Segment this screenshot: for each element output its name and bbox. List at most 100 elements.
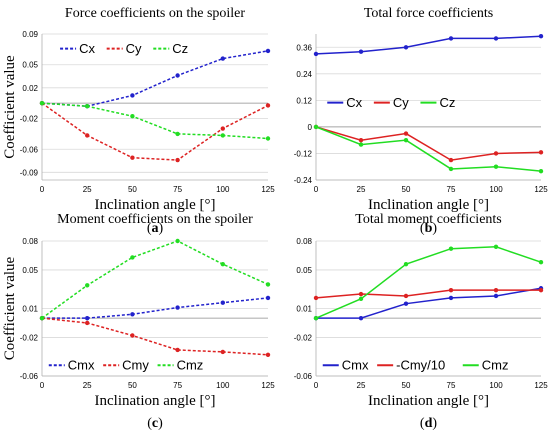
data-point-cmx xyxy=(448,295,454,301)
data-point-cmz xyxy=(538,260,544,265)
y-tick-label: 0.02 xyxy=(22,84,38,93)
x-tick-label: 25 xyxy=(357,381,366,390)
data-point-cx xyxy=(448,36,454,41)
x-tick-label: 50 xyxy=(128,381,137,390)
series-line-cmy xyxy=(41,317,269,356)
data-point-cmy10 xyxy=(403,293,409,299)
series-line-cz xyxy=(315,126,542,172)
data-point-cmy xyxy=(220,349,225,355)
data-point-cmz xyxy=(85,283,90,288)
data-point-cmx xyxy=(130,312,135,317)
data-point-cz xyxy=(493,164,499,169)
data-point-cz xyxy=(538,168,544,174)
data-point-cmy10 xyxy=(538,287,544,293)
data-point-cy xyxy=(403,131,409,136)
data-point-cx xyxy=(538,34,544,39)
y-tick-label: -0.06 xyxy=(20,145,39,154)
x-tick-label: 125 xyxy=(534,381,548,390)
panel-label: (d) xyxy=(420,416,437,431)
data-point-cy xyxy=(493,151,499,156)
series-line-cmy10 xyxy=(315,289,541,299)
x-tick-label: 75 xyxy=(447,381,456,390)
chart-title: Force coefficients on the spoiler xyxy=(65,6,245,21)
data-point-cz xyxy=(130,114,135,119)
chart-title: Total force coefficients xyxy=(364,6,493,21)
data-point-cy xyxy=(538,150,544,155)
x-tick-label: 100 xyxy=(489,381,503,390)
data-point-cmy xyxy=(130,333,135,338)
y-tick-label: -0.06 xyxy=(294,372,313,381)
legend-label-cx: Cx xyxy=(346,95,362,110)
data-point-cx xyxy=(493,36,499,41)
y-tick-label: -0.09 xyxy=(20,168,39,177)
data-point-cmx xyxy=(220,300,225,305)
y-tick-label: -0.02 xyxy=(294,333,313,342)
data-point-cmz xyxy=(403,261,409,267)
x-axis-label: Inclination angle [°] xyxy=(368,393,489,409)
x-tick-label: 125 xyxy=(261,185,275,194)
data-point-cy xyxy=(358,137,364,143)
data-point-cmz xyxy=(265,282,271,287)
data-point-cz xyxy=(448,166,454,172)
data-point-cmx xyxy=(493,293,499,299)
data-point-cx xyxy=(358,49,364,54)
x-axis-label: Inclination angle [°] xyxy=(368,197,489,213)
data-point-cx xyxy=(175,73,180,78)
data-point-cmy xyxy=(265,352,271,357)
y-tick-label: 0.01 xyxy=(296,305,312,314)
x-tick-label: 0 xyxy=(314,381,319,390)
y-tick-label: 0 xyxy=(308,123,313,132)
chart-panel-2: Total force coefficients0.360.240.120-0.… xyxy=(294,6,548,236)
data-point-cmy10 xyxy=(493,287,499,293)
data-point-cmz xyxy=(175,238,180,244)
series-line-cmx xyxy=(42,297,269,319)
chart-title: Total moment coefficients xyxy=(355,212,502,227)
y-tick-label: 0.08 xyxy=(296,237,312,246)
chart-panel-3: Moment coefficients on the spoiler 0.08 0.… xyxy=(2,212,275,431)
y-tick-label: 0.09 xyxy=(22,30,38,39)
series-line-cmz xyxy=(41,240,269,319)
panel-label: (b) xyxy=(420,221,437,236)
x-tick-label: 75 xyxy=(173,381,182,390)
data-point-cmz xyxy=(39,315,45,321)
data-point-cmz xyxy=(493,244,499,249)
series-line-cx xyxy=(315,35,542,55)
data-point-cz xyxy=(265,136,271,141)
y-tick-label: -0.02 xyxy=(20,333,39,342)
data-point-cx xyxy=(220,56,225,61)
legend-label-cmx: Cmx xyxy=(342,358,369,373)
data-point-cmz xyxy=(448,246,454,251)
data-point-cz xyxy=(39,100,45,106)
series-line-cmx xyxy=(316,287,542,319)
x-tick-label: 50 xyxy=(402,185,411,194)
x-tick-label: 100 xyxy=(216,381,230,390)
data-point-cz xyxy=(85,104,90,109)
data-point-cy xyxy=(175,157,180,163)
y-tick-label: -0.24 xyxy=(294,176,313,185)
data-point-cmz xyxy=(220,261,225,267)
y-tick-label: 0.08 xyxy=(22,237,38,246)
data-point-cmx xyxy=(175,305,180,310)
panel-label: (a) xyxy=(147,221,164,236)
data-point-cmz xyxy=(313,315,319,321)
legend-label-cy: Cy xyxy=(126,41,142,56)
legend-label-cmz: Cmz xyxy=(177,358,204,373)
legend-label-cz: Cz xyxy=(172,41,188,56)
data-point-cz xyxy=(175,131,180,137)
data-point-cmx xyxy=(265,295,271,301)
series-line-cx xyxy=(41,50,269,107)
data-point-cmz xyxy=(130,255,135,260)
x-tick-label: 100 xyxy=(489,185,503,194)
x-tick-label: 0 xyxy=(40,381,45,390)
data-point-cz xyxy=(358,142,364,147)
x-tick-label: 125 xyxy=(261,381,275,390)
series-line-cz xyxy=(41,102,269,140)
x-tick-label: 50 xyxy=(128,185,137,194)
x-tick-label: 125 xyxy=(534,185,548,194)
y-tick-label: 0.24 xyxy=(296,70,312,79)
data-point-cx xyxy=(130,93,135,98)
panel-label: (c) xyxy=(147,416,163,431)
y-axis-label: Coefficient value xyxy=(2,256,18,360)
y-tick-label: -0.02 xyxy=(20,115,39,124)
legend-label-cmy10: -Cmy/10 xyxy=(396,358,445,373)
